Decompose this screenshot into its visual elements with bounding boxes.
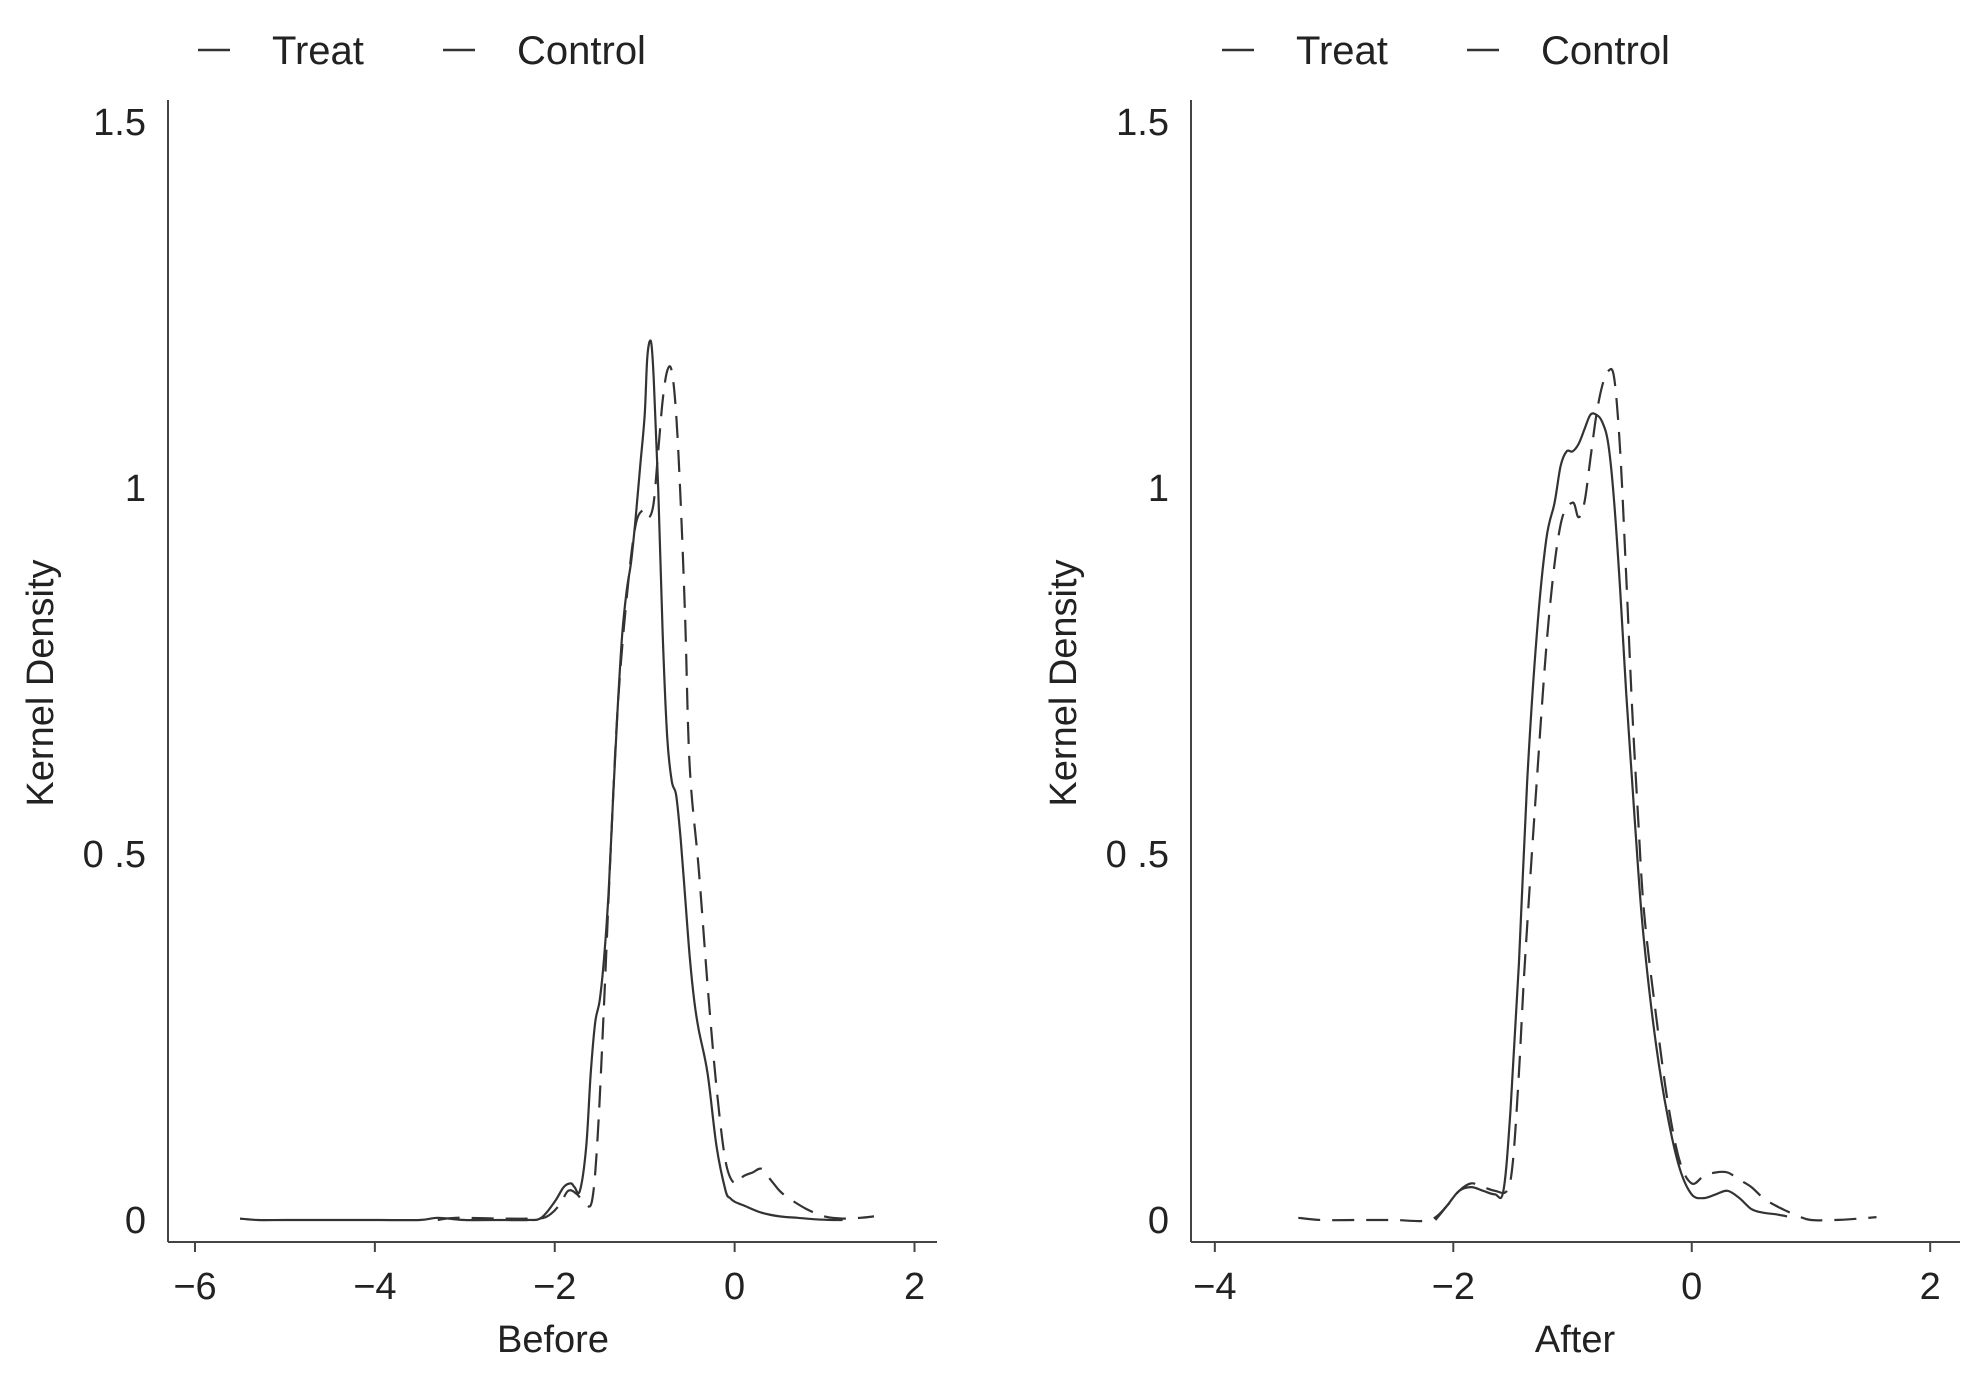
y-tick-label: 1 <box>125 468 146 510</box>
legend-label-control: Control <box>1541 29 1670 73</box>
chart-after: −4 −2 0 2 0 0 .5 1 1.5 After Kernel Density Treat C… <box>1043 29 1960 1361</box>
x-tick-label: −2 <box>1432 1266 1475 1308</box>
x-tick-label: 0 <box>724 1266 745 1308</box>
x-tick-label: −4 <box>1193 1266 1236 1308</box>
series-line-treat <box>1298 367 1877 1223</box>
y-tick-label: 1 <box>1148 468 1169 510</box>
y-tick-label: 0 <box>1148 1200 1169 1242</box>
series-line-treat <box>437 365 875 1222</box>
chart-before: −6 −4 −2 0 2 0 0 .5 1 1.5 Before Kernel Density Tre… <box>20 29 937 1361</box>
y-tick-label: 1.5 <box>93 102 146 144</box>
x-tick-label: 2 <box>1920 1266 1941 1308</box>
y-axis-title: Kernel Density <box>1043 559 1085 806</box>
y-tick-label: 1.5 <box>1116 102 1169 144</box>
y-tick-label: 0 .5 <box>1106 834 1169 876</box>
series-line-control <box>1434 412 1788 1221</box>
legend-label-control: Control <box>517 29 646 73</box>
x-tick-label: 2 <box>904 1266 925 1308</box>
x-axis-title: Before <box>497 1319 609 1361</box>
x-tick-label: −4 <box>353 1266 396 1308</box>
y-axis-title: Kernel Density <box>20 559 62 806</box>
x-tick-label: −2 <box>533 1266 576 1308</box>
y-tick-label: 0 <box>125 1200 146 1242</box>
x-tick-label: −6 <box>173 1266 216 1308</box>
y-tick-label: 0 .5 <box>83 834 146 876</box>
x-tick-label: 0 <box>1681 1266 1702 1308</box>
legend-label-treat: Treat <box>1296 29 1388 73</box>
x-axis-title: After <box>1535 1319 1616 1361</box>
series-line-control <box>239 339 843 1222</box>
legend-label-treat: Treat <box>272 29 364 73</box>
